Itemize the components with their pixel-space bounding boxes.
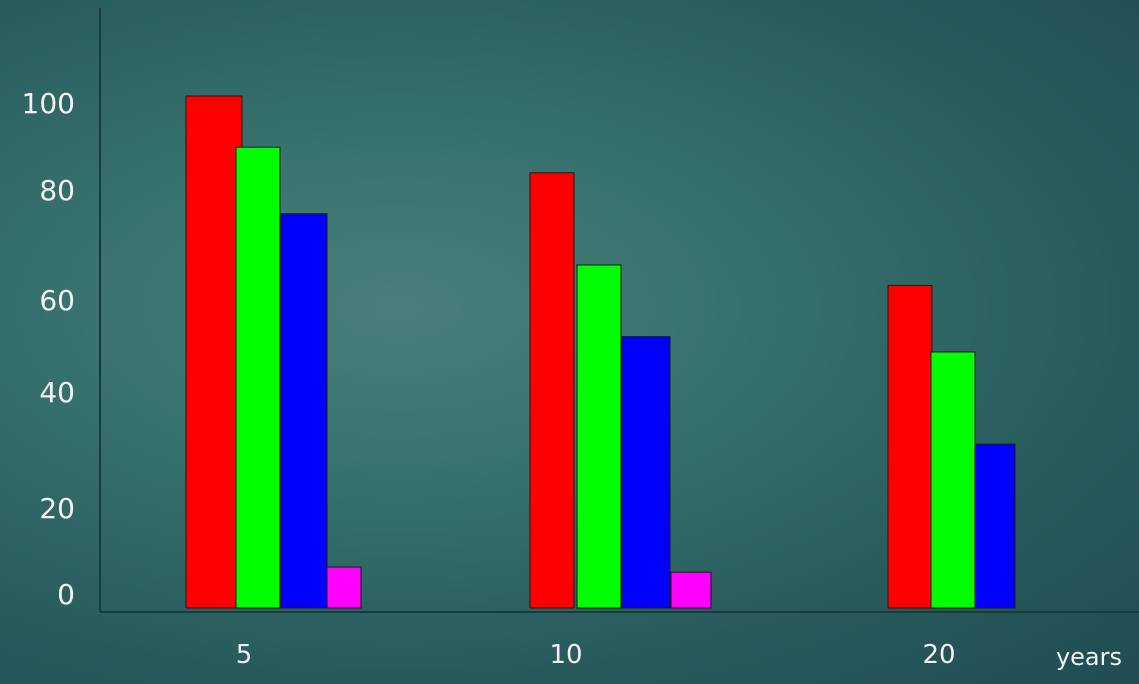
x-tick-labels: 5 10 20 — [236, 640, 956, 670]
bar-5-series-1 — [185, 95, 243, 609]
x-tick-label: 5 — [236, 640, 253, 670]
y-tick-label: 60 — [39, 284, 75, 317]
bars — [185, 95, 1016, 609]
bar-20-series-3 — [974, 443, 1016, 609]
x-unit-label: years — [1056, 643, 1122, 671]
bar-5-series-4 — [326, 566, 362, 609]
bar-10-series-3 — [621, 336, 671, 609]
y-tick-label: 40 — [39, 376, 75, 409]
bar-5-series-3 — [280, 213, 328, 609]
bar-10-series-1 — [529, 172, 575, 609]
bar-10-series-2 — [576, 264, 622, 609]
bar-10-series-4 — [670, 571, 712, 609]
y-tick-label: 20 — [39, 492, 75, 525]
x-tick-label: 20 — [922, 640, 955, 670]
x-tick-label: 10 — [549, 640, 582, 670]
y-tick-label: 100 — [22, 87, 75, 120]
y-tick-label: 0 — [57, 578, 75, 611]
bar-20-series-2 — [930, 351, 976, 609]
y-tick-labels: 0 20 40 60 80 100 — [22, 87, 75, 611]
y-tick-label: 80 — [39, 174, 75, 207]
bar-20-series-1 — [887, 284, 933, 609]
bar-5-series-2 — [235, 146, 281, 609]
